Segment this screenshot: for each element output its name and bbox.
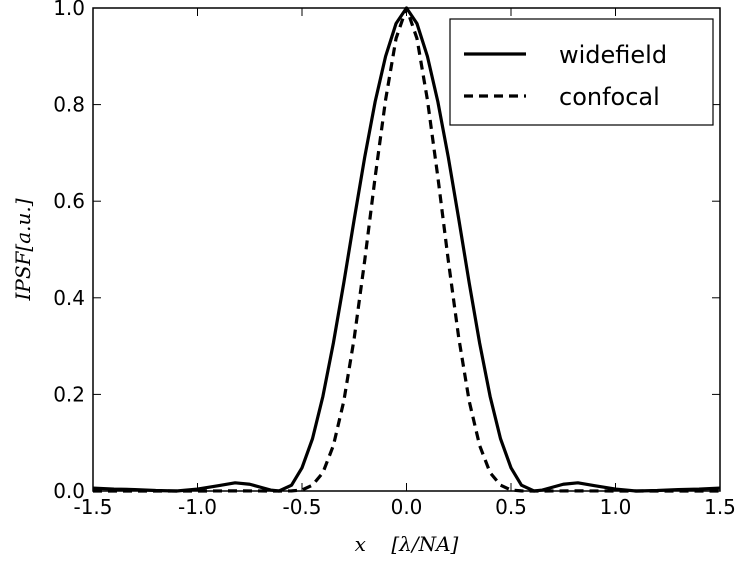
x-tick-label: -1.5	[73, 495, 112, 519]
y-tick-label: 0.8	[53, 93, 85, 117]
legend-label-widefield: widefield	[559, 41, 667, 69]
x-tick-label: 1.5	[704, 495, 736, 519]
y-tick-label: 0.0	[53, 479, 85, 503]
y-axis-label: IPSF[a.u.]	[11, 198, 35, 301]
x-tick-label: 0.5	[495, 495, 527, 519]
x-axis-label: x [λ/NA]	[355, 532, 459, 556]
ticks-layer: -1.5 -1.0 -0.5 0.0 0.5 1.0 1.5 0.0 0.2 0.4 0.6 0.8 1…	[53, 0, 736, 519]
legend-box	[449, 18, 714, 126]
x-tick-label: 0.0	[391, 495, 423, 519]
y-tick-label: 0.4	[53, 286, 85, 310]
y-tick-label: 0.2	[53, 382, 85, 406]
legend-label-confocal: confocal	[559, 83, 660, 111]
y-tick-label: 1.0	[53, 0, 85, 20]
x-tick-label: -0.5	[282, 495, 321, 519]
x-tick-label: 1.0	[600, 495, 632, 519]
plot-frame	[92, 7, 721, 492]
y-tick-label: 0.6	[53, 189, 85, 213]
x-tick-label: -1.0	[178, 495, 217, 519]
legend: widefield confocal	[449, 18, 714, 126]
